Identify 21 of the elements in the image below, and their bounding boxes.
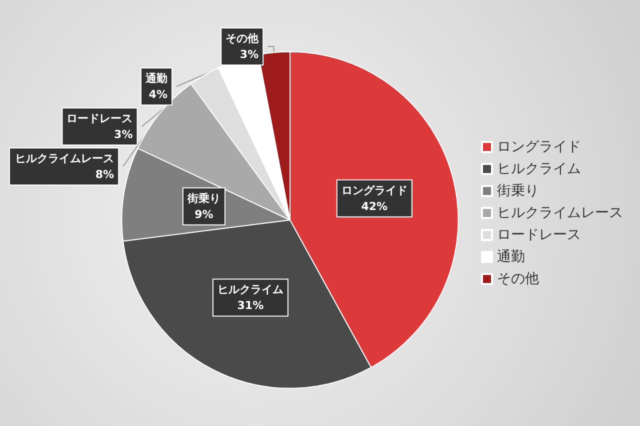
data-label: 42% <box>361 200 388 213</box>
data-label: 4% <box>148 88 168 102</box>
slice-label: その他 <box>226 32 260 46</box>
legend-label: ヒルクライムレース <box>497 205 623 221</box>
slice-label: ヒルクライムレース <box>15 152 114 166</box>
data-label: 8% <box>95 168 114 182</box>
legend-label: 通勤 <box>497 249 525 265</box>
data-label: 3% <box>114 128 133 142</box>
legend-label: ロードレース <box>497 227 581 243</box>
legend-label: ヒルクライム <box>497 161 581 177</box>
data-label: 31% <box>237 299 264 312</box>
legend-label: ロングライド <box>497 139 581 155</box>
slice-label: 街乗り <box>186 192 220 205</box>
legend-label: 街乗り <box>497 183 539 199</box>
slice-label: ロングライド <box>341 184 408 197</box>
slice-label: 通勤 <box>144 72 168 86</box>
data-label: 3% <box>240 48 259 62</box>
data-label: 9% <box>194 208 214 221</box>
slice-label: ロードレース <box>66 112 133 126</box>
legend-label: その他 <box>497 271 539 287</box>
slice-label: ヒルクライム <box>217 283 284 296</box>
